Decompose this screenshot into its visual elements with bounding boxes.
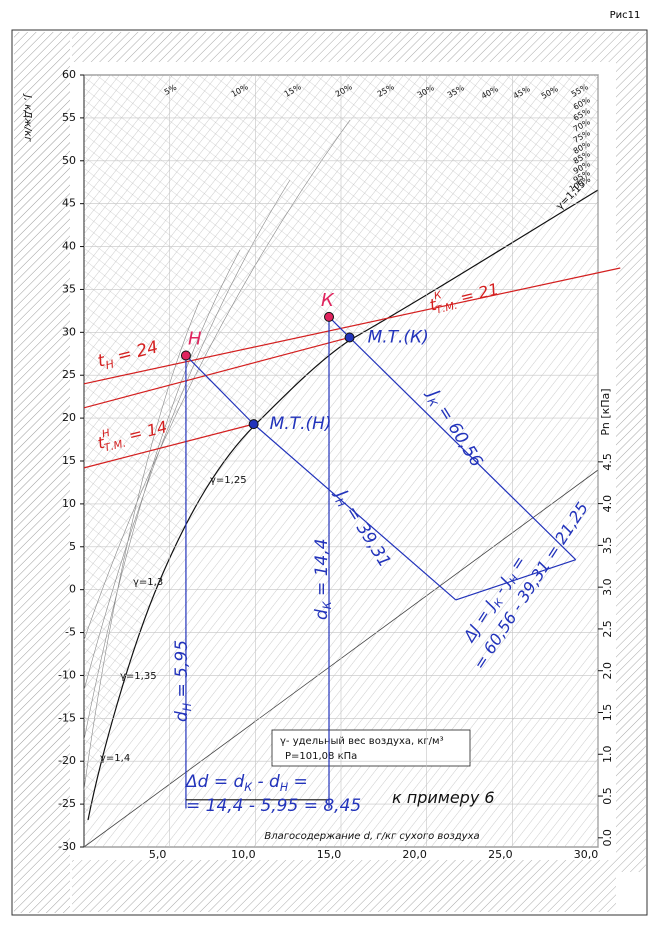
legend-text: γ- удельный вес воздуха, кг/м³ [280,736,444,747]
y-tick-label: -25 [58,797,76,810]
x-tick-label: 20,0 [402,848,427,861]
annotation-sub: Т.М. [103,437,127,454]
y-tick-label: -5 [65,626,76,639]
annotation-text: = 14,4 [312,538,332,601]
gamma-label: γ=1,3 [133,577,163,588]
annotation-sub: Н [104,357,116,372]
y-tick-label: 5 [69,540,76,553]
point-label: М.Т.(Н) [270,414,332,434]
guide-line [349,337,577,561]
annotation-sub: Н [181,702,194,711]
gamma-label: γ=1,25 [210,475,247,486]
gamma-curves [83,119,351,791]
y-tick-label: 0 [69,583,76,596]
annotation: = 14,4 - 5,95 = 8,45 [186,796,361,816]
guide-line [455,559,576,601]
y2-tick-label: 3.0 [601,578,614,596]
y-tick-label: 15 [62,454,76,467]
y-tick-label: 10 [62,497,76,510]
annotation-sub: К [321,600,334,609]
y-tick-label: 40 [62,240,76,253]
x-tick-label: 25,0 [488,848,513,861]
y2-axis-title: Pn [кПа] [599,388,612,435]
y2-tick-label: 4.0 [601,495,614,512]
y-axis-title: J, кДж/кг [22,93,33,143]
x-tick-label: 30,0 [574,848,599,861]
guide-line [253,423,457,601]
y2-tick-label: 0.5 [601,787,614,805]
y-tick-label: -15 [58,711,76,724]
y-tick-label: 50 [62,154,76,167]
point-label: М.Т.(К) [368,327,429,347]
point-label: Н [188,328,202,349]
y2-tick-label: 1.5 [601,704,614,722]
annotation: к примеру 6 [392,788,495,807]
annotation-text: - d [252,772,280,792]
point [248,419,259,430]
y2-tick-label: 4.5 [601,453,614,471]
left-strip [14,32,70,913]
annotation-sub: К [244,781,253,794]
page-label: Рис11 [610,10,641,21]
y-tick-label: 20 [62,411,76,424]
y-tick-label: 55 [62,111,76,124]
legend-box [271,729,471,767]
annotation-text: = 5,95 [172,640,192,703]
top-strip [72,32,616,62]
guide-line [83,423,254,469]
y2-tick-label: 2.5 [601,620,614,638]
annotation-text: = [288,772,308,792]
y-tick-label: 45 [62,197,76,210]
annotation-text: t [427,294,438,314]
guide-line [83,267,621,385]
y2-tick-label: 2.0 [601,662,614,680]
x-axis-title: Влагосодержание d, г/кг сухого воздуха [264,831,479,842]
annotation-text: Δd = d [184,772,244,792]
y-tick-label: 25 [62,368,76,381]
y-tick-label: -20 [58,754,76,767]
point-label: К [321,290,335,311]
y2-tick-label: 3.5 [601,537,614,555]
guide-line [185,355,255,425]
y-tick-label: 60 [62,68,76,81]
annotation-text: d [172,711,192,722]
x-tick-label: 5,0 [149,848,167,861]
annotation-text: d [312,609,332,620]
frame [11,29,648,916]
annotation-text: к примеру 6 [392,788,495,807]
annotation-sup: К [433,289,444,303]
annotation: Δd = dК - dН = [184,772,308,794]
right-strip [616,32,646,872]
annotation-text: t [95,432,106,452]
y2-tick-label: 0.0 [601,829,614,847]
point [324,311,335,322]
point [180,350,191,361]
x-tick-label: 15,0 [317,848,342,861]
y2-tick-label: 1.0 [601,746,614,764]
point [344,332,355,343]
guide-line [83,336,350,409]
y-tick-label: -10 [58,668,76,681]
annotation-text: = 14,4 - 5,95 = 8,45 [186,796,361,816]
annotation: dН = 5,95 [172,640,194,722]
humidity-hatching [84,75,598,830]
bottom-strip [72,860,616,912]
annotation: dК = 14,4 [312,538,334,620]
legend-text: P=101,08 кПа [285,751,357,762]
annotation-sub: Т.М. [435,300,459,317]
y-tick-label: 30 [62,325,76,338]
y-tick-label: -30 [58,840,76,853]
annotation-sup: Н [101,427,112,441]
y-tick-label: 35 [62,282,76,295]
gamma-label: γ=1,4 [100,753,130,764]
gamma-label: γ=1,35 [120,671,157,682]
x-tick-label: 10,0 [231,848,256,861]
annotation-sub: Н [280,781,289,794]
